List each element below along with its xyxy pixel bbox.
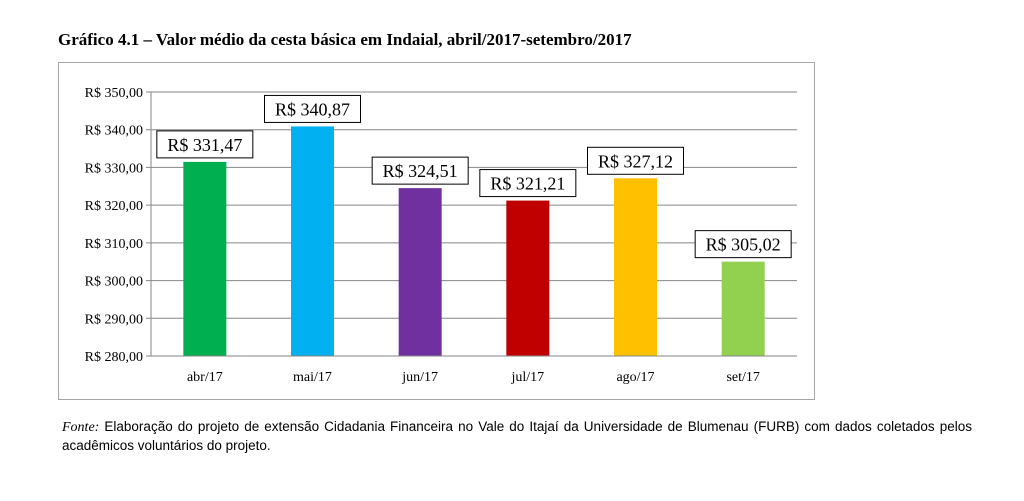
y-tick-label: R$ 290,00: [85, 312, 143, 327]
y-tick-label: R$ 340,00: [85, 124, 143, 139]
data-label: R$ 340,87: [275, 99, 350, 119]
data-label: R$ 305,02: [706, 235, 781, 255]
y-tick-label: R$ 310,00: [85, 237, 143, 252]
y-tick-label: R$ 300,00: [85, 275, 143, 290]
x-tick-label: mai/17: [293, 370, 332, 385]
data-label-box: [587, 146, 684, 175]
bar: [506, 200, 550, 356]
x-tick-label: abr/17: [187, 370, 223, 385]
bar: [183, 161, 227, 356]
data-label: R$ 327,12: [598, 151, 673, 171]
data-label: R$ 321,21: [490, 174, 565, 194]
bar: [614, 178, 657, 356]
data-label: R$ 331,47: [167, 135, 242, 155]
data-label-box: [264, 94, 361, 123]
chart-title: Gráfico 4.1 – Valor médio da cesta básic…: [58, 30, 632, 49]
x-tick-label: jun/17: [401, 370, 438, 385]
y-tick-label: R$ 350,00: [85, 86, 143, 101]
bar: [721, 261, 765, 356]
source-prefix: Fonte:: [62, 420, 100, 435]
source-note: Fonte: Elaboração do projeto de extensão…: [62, 418, 972, 455]
data-label-box: [371, 156, 469, 185]
data-label-box: [156, 130, 254, 159]
y-tick-label: R$ 280,00: [85, 350, 143, 365]
chart-area: R$ 280,00 R$ 290,00 R$ 300,00 R$ 310,00 R$ 3…: [58, 62, 815, 400]
bar: [291, 126, 334, 357]
data-label-box: [694, 230, 792, 259]
y-tick-label: R$ 330,00: [85, 161, 143, 176]
x-tick-label: ago/17: [616, 370, 654, 385]
source-text: Elaboração do projeto de extensão Cidada…: [62, 419, 972, 453]
x-tick-label: set/17: [726, 370, 759, 385]
x-tick-label: jul/17: [510, 370, 544, 385]
bar-chart: R$ 280,00 R$ 290,00 R$ 300,00 R$ 310,00 R$ 3…: [85, 86, 797, 385]
data-label: R$ 324,51: [383, 161, 458, 181]
y-tick-label: R$ 320,00: [85, 199, 143, 214]
data-label-box: [479, 169, 577, 198]
bar: [398, 188, 442, 356]
